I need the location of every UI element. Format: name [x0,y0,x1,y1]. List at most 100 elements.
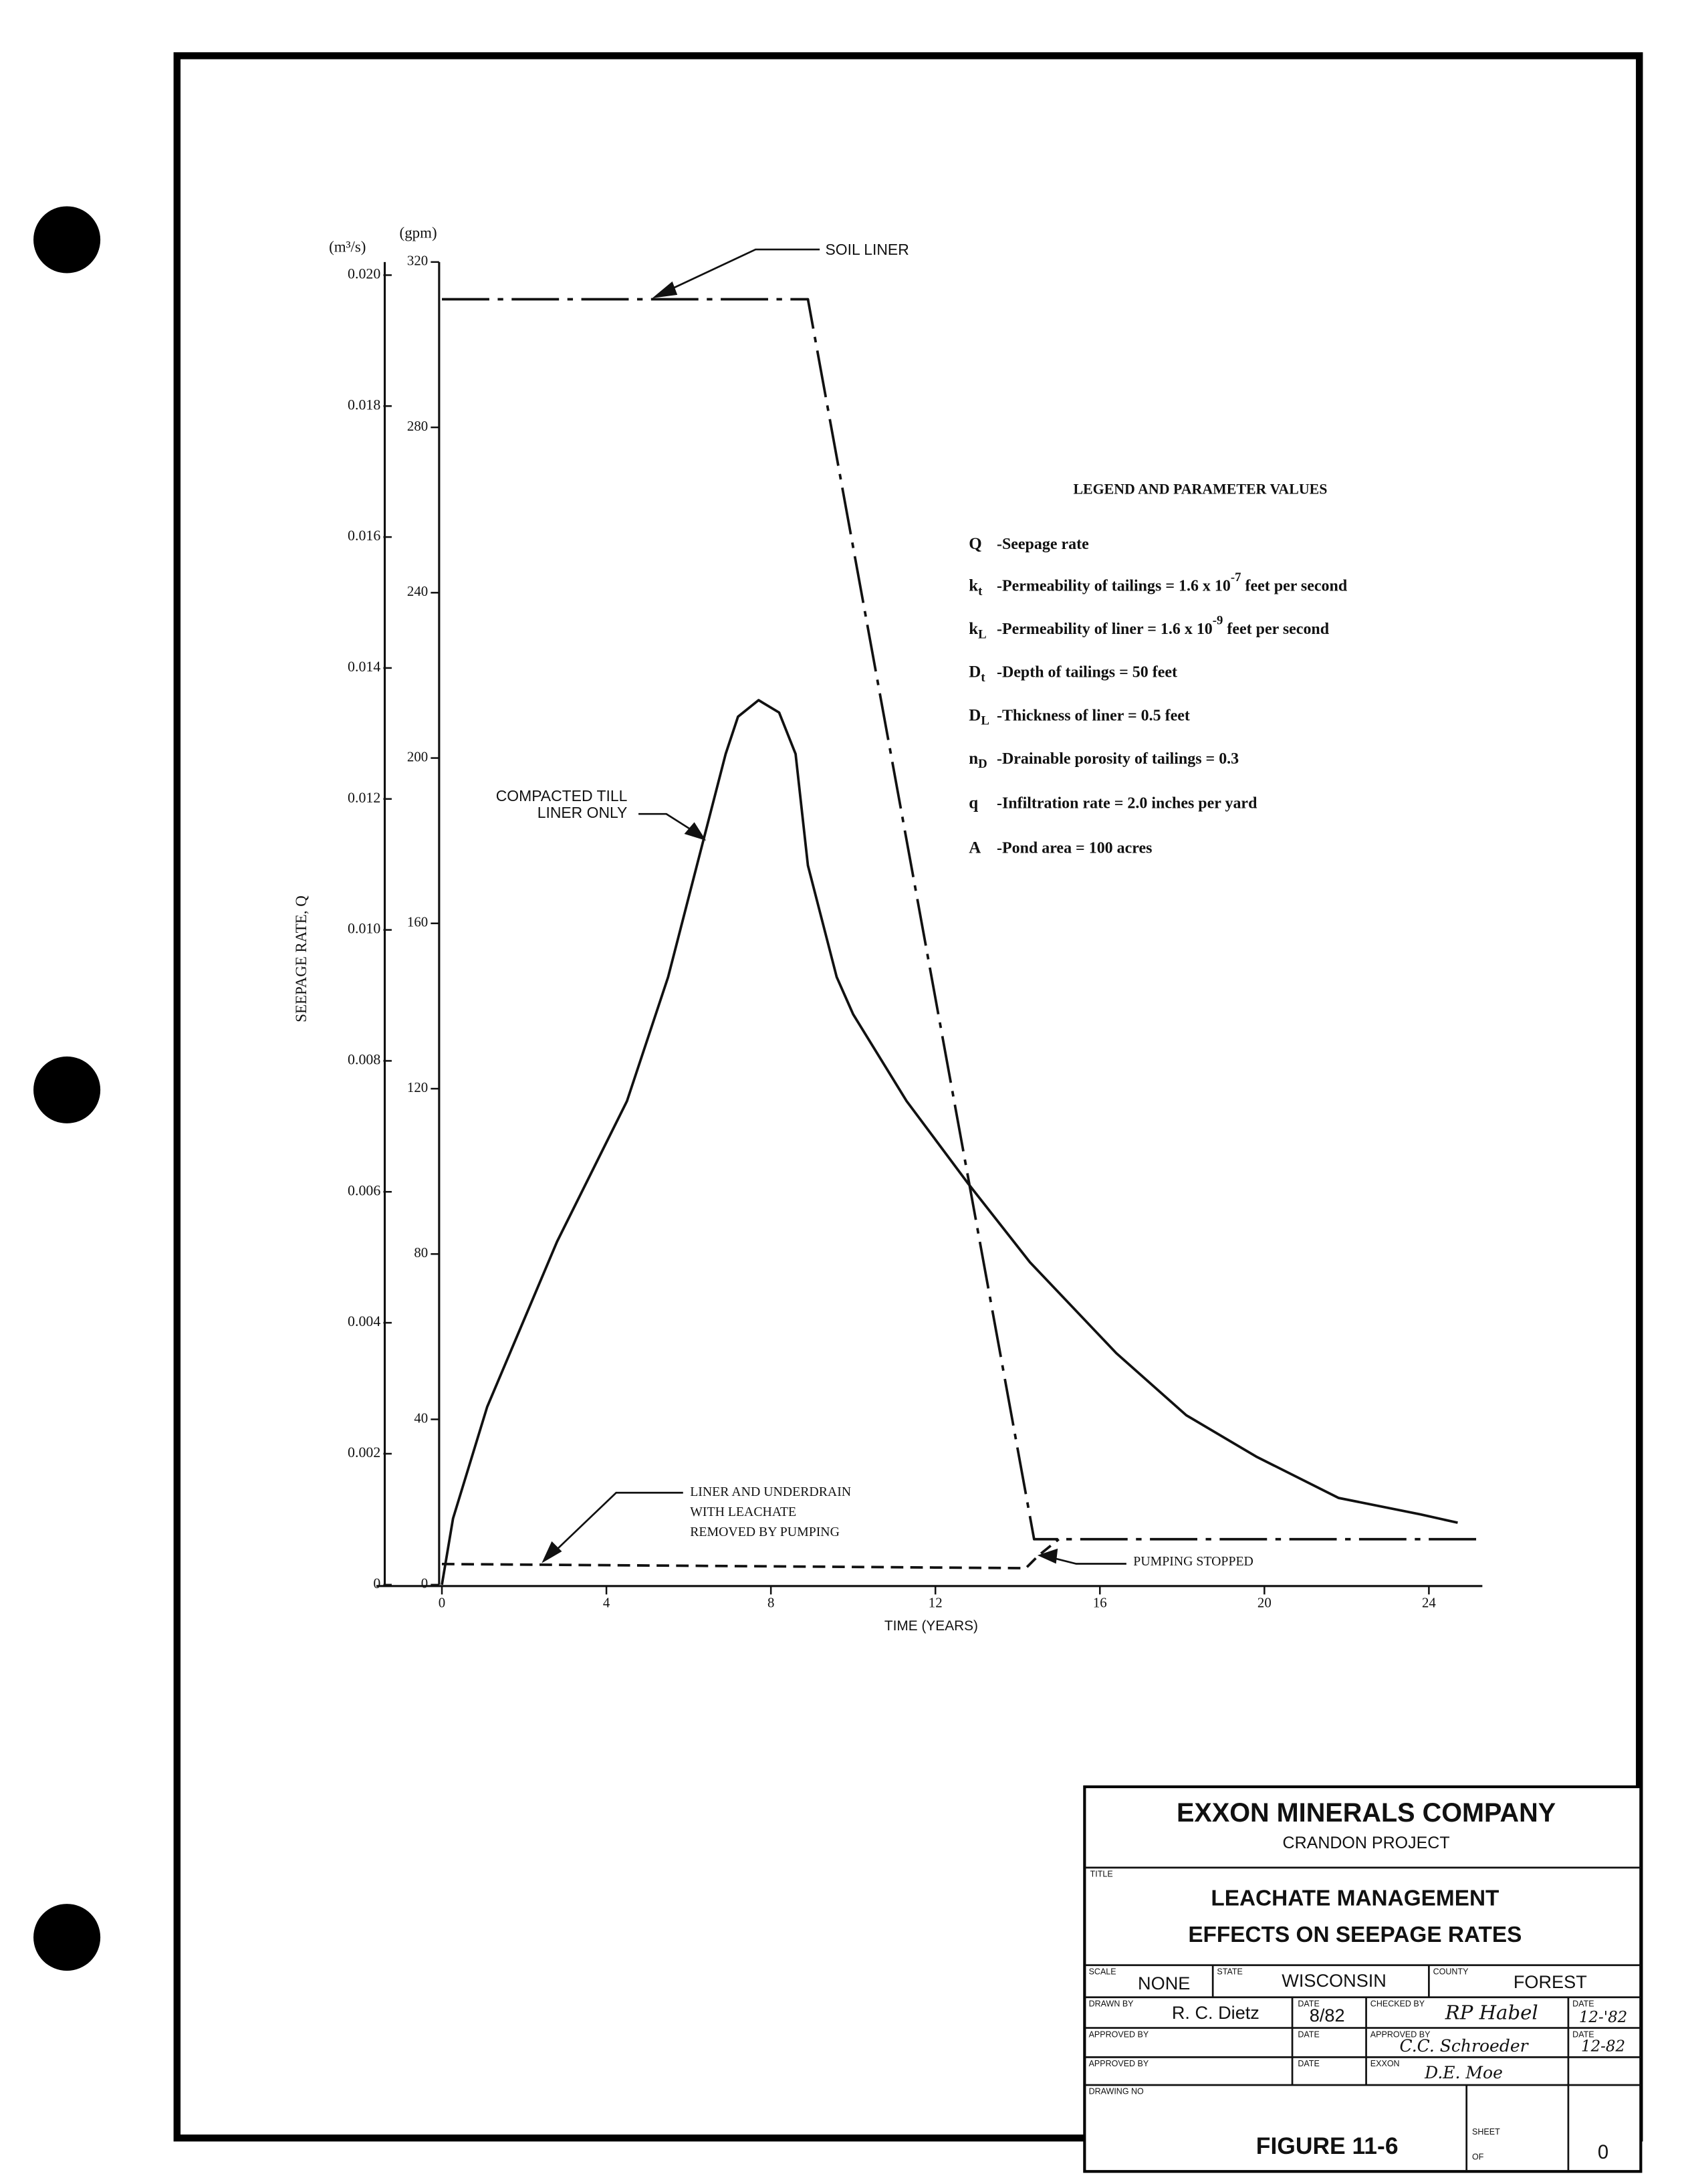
y2-tick-label: 0.020 [348,265,380,282]
revision: 0 [1598,2142,1608,2163]
legend-symbol-main: q [969,794,978,812]
legend-symbol-main: D [969,663,981,681]
field-label: STATE [1217,1967,1242,1976]
annotation: LINER AND UNDERDRAIN [690,1485,851,1499]
legend-text-main: -Thickness of liner = 0.5 feet [997,707,1190,724]
legend-symbol-main: A [969,839,981,857]
y2-tick-label: 0.004 [348,1313,380,1329]
series-line [442,1538,1060,1569]
legend-symbol-sub: L [981,714,989,728]
legend-text-main: -Drainable porosity of tailings = 0.3 [997,750,1239,767]
y-tick-label: 200 [407,748,428,764]
legend-symbol-sub: t [981,671,985,685]
binder-hole [33,1904,101,1971]
legend-title: LEGEND AND PARAMETER VALUES [1073,481,1327,498]
x-tick-label: 8 [767,1595,774,1611]
legend-symbol: Dt [969,663,985,685]
drawing-title: EFFECTS ON SEEPAGE RATES [1188,1923,1522,1947]
field-value: 8/82 [1310,2005,1345,2026]
y-tick-label: 80 [414,1244,428,1261]
legend-symbol-sub: L [978,628,987,642]
legend-text-sup: -7 [1231,570,1241,584]
title-block-rules [1084,1866,1641,2172]
x-tick-label: 0 [439,1595,445,1611]
legend-text: -Depth of tailings = 50 feet [997,663,1177,681]
legend-text-main: -Permeability of liner = 1.6 x 10 [997,621,1213,638]
y-tick-label: 120 [407,1079,428,1095]
legend-symbol-sub: D [978,758,987,772]
x-tick-label: 4 [603,1595,610,1611]
field-label: APPROVED BY [1089,2030,1149,2039]
y2-tick-label: 0.018 [348,397,380,413]
y-tick-label: 160 [407,914,428,930]
legend-text-main: -Permeability of tailings = 1.6 x 10 [997,577,1231,594]
legend-text-main: -Depth of tailings = 50 feet [997,663,1177,681]
binder-hole [33,1056,101,1123]
binder-hole [33,206,101,274]
field-value: R. C. Dietz [1172,2002,1259,2023]
company: EXXON MINERALS COMPANY [1177,1798,1556,1828]
legend-text: -Permeability of tailings = 1.6 x 10-7 f… [997,570,1348,594]
legend-text-main: -Seepage rate [997,535,1089,552]
field-label: APPROVED BY [1370,2030,1431,2039]
legend-symbol: kt [969,576,983,598]
legend-text: -Permeability of liner = 1.6 x 10-9 feet… [997,614,1330,638]
legend-symbol: Q [969,535,981,553]
annotation: SOIL LINER [825,241,909,258]
title-block-frame [1083,1785,1643,2173]
field-label: APPROVED BY [1089,2059,1149,2068]
y-tick-label: 0 [421,1575,428,1592]
y2-tick-label: 0.008 [348,1051,380,1067]
annotation: LINER ONLY [537,804,628,821]
signature: RP Habel [1445,2001,1538,2024]
annotation-arrows [542,248,1126,1565]
field-value: 12-82 [1581,2038,1625,2056]
legend-symbol-main: k [969,576,978,594]
project: CRANDON PROJECT [1283,1834,1450,1852]
x-tick-label: 24 [1422,1595,1436,1611]
y2-unit: (m³/s) [329,238,366,255]
field-label: EXXON [1370,2059,1400,2068]
field-label: CHECKED BY [1370,1999,1425,2008]
legend-text: -Seepage rate [997,535,1089,552]
y-tick-label: 40 [414,1410,428,1426]
legend-text-tail: feet per second [1223,621,1329,638]
annotation: COMPACTED TILL [496,787,628,804]
figure-number: FIGURE 11-6 [1256,2133,1399,2159]
y-tick-label: 320 [407,253,428,269]
x-tick-label: 20 [1257,1595,1272,1611]
legend-text: -Infiltration rate = 2.0 inches per yard [997,794,1257,812]
field-label: DRAWING NO [1089,2087,1144,2096]
field-label: SCALE [1089,1967,1116,1976]
legend-text-tail: feet per second [1241,577,1348,594]
frame [173,52,1643,2142]
annotation: PUMPING STOPPED [1133,1554,1253,1569]
legend-symbol: nD [969,750,987,772]
y-tick-label: 280 [407,418,428,434]
y-tick-label: 240 [407,583,428,599]
field-label: DATE [1572,1999,1594,2008]
legend-text: -Pond area = 100 acres [997,839,1153,857]
legend-text: -Drainable porosity of tailings = 0.3 [997,750,1239,767]
drawing-title: LEACHATE MANAGEMENT [1211,1886,1499,1911]
field-label: OF [1472,2153,1484,2162]
field-label: COUNTY [1433,1967,1469,1976]
x-tick-label: 12 [929,1595,943,1611]
field-label: SHEET [1472,2127,1500,2137]
y2-tick-label: 0.002 [348,1444,380,1460]
y2-tick-label: 0.006 [348,1182,380,1198]
y2-tick-label: 0.012 [348,790,380,806]
signature: C.C. Schroeder [1399,2036,1529,2056]
field-label: DATE [1298,2030,1319,2039]
legend-symbol-main: n [969,750,978,768]
legend-symbol: q [969,794,978,812]
legend-text: -Thickness of liner = 0.5 feet [997,707,1190,724]
legend-symbol: kL [969,620,986,642]
field-value: 12-'82 [1579,2009,1627,2026]
field-label: DATE [1298,1999,1319,2008]
series-line [442,298,1483,1541]
legend-symbol-main: D [969,706,981,724]
legend-symbol-sub: t [978,584,983,598]
y2-tick-label: 0.014 [348,659,380,675]
